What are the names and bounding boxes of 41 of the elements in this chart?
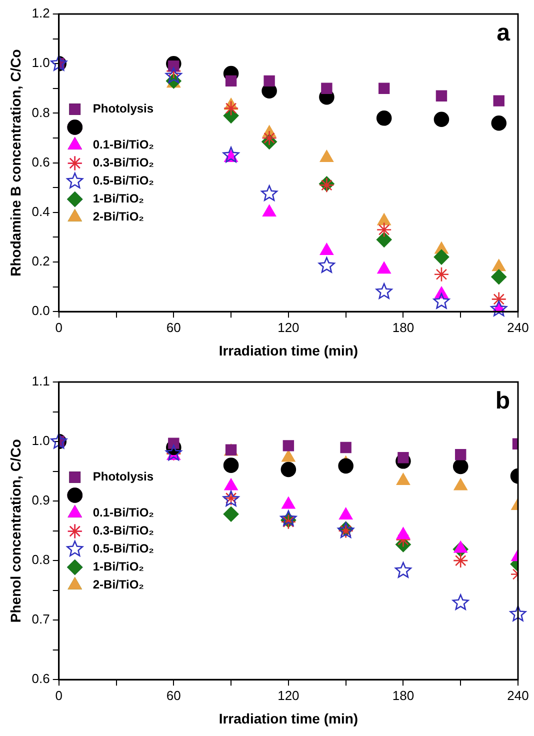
- x-tick-label: 120: [278, 688, 300, 703]
- legend-label: 1-Bi/TiO₂: [92, 192, 144, 206]
- y-tick-label: 1.0: [32, 55, 50, 70]
- legend-label: 2-Bi/TiO₂: [92, 578, 144, 592]
- annotation: a: [496, 20, 511, 47]
- legend-label: 0.1-Bi/TiO₂: [92, 506, 154, 520]
- y-tick-label: 0.9: [32, 492, 50, 508]
- y-tick-label: 0.8: [32, 104, 50, 120]
- x-tick-label: 180: [392, 688, 414, 703]
- legend-label: Photolysis: [92, 470, 154, 484]
- y-axis-title: Rhodamine B concentration, C/Co: [7, 49, 24, 276]
- y-axis-title: Phenol concentration, C/Co: [7, 439, 24, 623]
- annotation: b: [495, 388, 510, 415]
- legend-label: 1-Bi/TiO₂: [92, 560, 144, 574]
- y-tick-label: 0.4: [32, 204, 50, 219]
- x-tick-label: 180: [392, 320, 414, 335]
- legend-label: 0.5-Bi/TiO₂: [92, 542, 154, 556]
- legend-label: 0.3-Bi/TiO₂: [92, 524, 154, 538]
- x-axis-title: Irradiation time (min): [218, 710, 358, 726]
- y-tick-label: 0.8: [32, 552, 50, 568]
- y-tick-label: 0.6: [32, 671, 50, 686]
- x-tick-label: 60: [166, 320, 181, 335]
- x-tick-label: 60: [166, 688, 181, 703]
- y-tick-label: 1.2: [32, 6, 50, 21]
- legend-label: 0.5-Bi/TiO₂: [92, 174, 154, 188]
- y-tick-label: 0.6: [32, 154, 50, 170]
- y-tick-label: 1.1: [32, 374, 50, 389]
- legend-label: 0.3-Bi/TiO₂: [92, 156, 154, 170]
- x-axis-title: Irradiation time (min): [218, 342, 358, 358]
- x-tick-label: 0: [55, 320, 62, 335]
- legend-label: Photolysis: [92, 102, 154, 116]
- x-tick-label: 240: [507, 320, 529, 335]
- x-tick-label: 240: [507, 688, 529, 703]
- x-tick-label: 120: [278, 320, 300, 335]
- legend-label: 2-Bi/TiO₂: [92, 210, 144, 224]
- y-tick-label: 0.7: [32, 612, 50, 627]
- y-tick-label: 1.0: [32, 433, 50, 448]
- y-tick-label: 0.0: [32, 303, 50, 318]
- y-tick-label: 0.2: [32, 254, 50, 269]
- x-tick-label: 0: [55, 688, 62, 703]
- legend-label: 0.1-Bi/TiO₂: [92, 138, 154, 152]
